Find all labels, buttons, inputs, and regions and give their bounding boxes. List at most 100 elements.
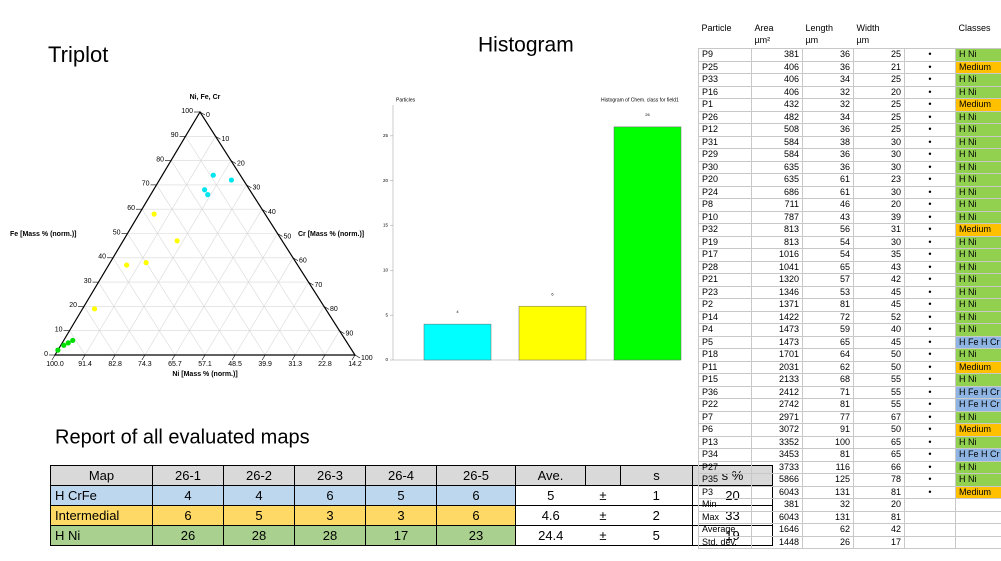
stat-value: 20	[853, 498, 905, 512]
bar	[518, 305, 587, 361]
particle-value: 71	[802, 385, 854, 399]
value-cell: 26	[152, 525, 224, 546]
marker: •	[904, 323, 956, 337]
grid-line	[264, 281, 309, 356]
bottom-tick-label: 65.7	[168, 361, 182, 368]
particle-value: 1016	[751, 248, 803, 262]
bottom-axis-label: Ni [Mass % (norm.)]	[172, 371, 237, 378]
particle-class: H Ni	[955, 210, 1001, 224]
particle-value: 1320	[751, 273, 803, 287]
particle-row: P19 813 54 30 • H Ni	[698, 235, 1001, 249]
particle-value: 25	[853, 73, 905, 87]
data-point	[65, 340, 71, 346]
particle-value: 21	[853, 60, 905, 74]
header-cell: s	[620, 465, 693, 486]
stat-value: 17	[853, 535, 905, 549]
particle-row: P36 2412 71 55 • H Fe H Cr	[698, 385, 1001, 399]
stat-name: Max	[698, 510, 752, 524]
particle-value: 482	[751, 110, 803, 124]
column-unit: µm²	[754, 35, 771, 45]
particle-name: P10	[698, 210, 752, 224]
particle-value: 36	[802, 48, 854, 62]
left-tick-label: 30	[84, 278, 92, 285]
particle-value: 55	[853, 373, 905, 387]
sd-cell: 1	[620, 485, 693, 506]
particle-value: 45	[853, 298, 905, 312]
marker: •	[904, 310, 956, 324]
particle-name: P28	[698, 260, 752, 274]
marker: •	[904, 398, 956, 412]
particle-value: 635	[751, 160, 803, 174]
data-point	[202, 187, 208, 193]
y-tick-label: 20	[383, 178, 389, 183]
column-unit: µm	[856, 35, 870, 45]
marker: •	[904, 60, 956, 74]
bottom-tick-label: 91.4	[78, 361, 92, 368]
particle-name: P26	[698, 110, 752, 124]
stats-row: Average 1646 62 42	[698, 523, 1001, 537]
particle-value: 54	[802, 235, 854, 249]
particle-row: P18 1701 64 50 • H Ni	[698, 348, 1001, 362]
particle-value: 1041	[751, 260, 803, 274]
tick-mark	[81, 354, 86, 361]
particle-value: 2031	[751, 360, 803, 374]
value-cell: 3	[294, 505, 366, 526]
particle-class: H Ni	[955, 198, 1001, 212]
tick-mark	[171, 354, 176, 361]
bottom-tick-label: 82.8	[108, 361, 122, 368]
particle-class: Medium	[955, 223, 1001, 237]
particle-name: P33	[698, 73, 752, 87]
particle-value: 91	[802, 423, 854, 437]
particle-class: H Ni	[955, 248, 1001, 262]
row-label: Intermedial	[50, 505, 153, 526]
particle-value: 30	[853, 160, 905, 174]
particle-value: 45	[853, 335, 905, 349]
particle-value: 787	[751, 210, 803, 224]
row-label: H CrFe	[50, 485, 153, 506]
particle-value: 3733	[751, 460, 803, 474]
right-tick-label: 100	[361, 355, 373, 362]
particle-row: P17 1016 54 35 • H Ni	[698, 248, 1001, 262]
y-tick-label: 25	[383, 133, 389, 138]
particle-value: 38	[802, 135, 854, 149]
grid-line	[141, 208, 236, 356]
triangle	[53, 110, 357, 356]
particle-row: P13 3352 100 65 • H Ni	[698, 435, 1001, 449]
empty-cell	[955, 510, 1001, 524]
particle-value: 31	[853, 223, 905, 237]
column-name: Area	[754, 23, 774, 33]
right-tick-label: 20	[237, 160, 245, 167]
particle-value: 81	[853, 485, 905, 499]
particle-row: P30 635 36 30 • H Ni	[698, 160, 1001, 174]
particle-value: 81	[802, 398, 854, 412]
stats-row: Min 381 32 20	[698, 498, 1001, 512]
particle-row: P10 787 43 39 • H Ni	[698, 210, 1001, 224]
tick-mark	[111, 354, 116, 361]
particle-name: P35	[698, 473, 752, 487]
particle-value: 61	[802, 173, 854, 187]
grid-line	[324, 330, 340, 356]
particle-value: 25	[853, 98, 905, 112]
particle-class: H Ni	[955, 460, 1001, 474]
particle-value: 40	[853, 323, 905, 337]
value-cell: 6	[152, 505, 224, 526]
header-cell: 26-1	[152, 465, 224, 486]
grid-line	[144, 184, 247, 356]
particle-class: H Ni	[955, 148, 1001, 162]
particle-value: 36	[802, 123, 854, 137]
particle-value: 3453	[751, 448, 803, 462]
left-tick-label: 50	[113, 229, 121, 236]
particle-class: H Ni	[955, 298, 1001, 312]
particle-value: 432	[751, 98, 803, 112]
particle-class: Medium	[955, 98, 1001, 112]
value-cell: 28	[294, 525, 366, 546]
particle-value: 711	[751, 198, 803, 212]
particle-class: H Ni	[955, 48, 1001, 62]
particle-value: 1473	[751, 323, 803, 337]
particle-row: P25 406 36 21 • Medium	[698, 60, 1001, 74]
report-title: Report of all evaluated maps	[55, 426, 310, 448]
column-name: Length	[805, 23, 834, 33]
charts: Triplot Histogram Report of all evaluate…	[10, 34, 682, 448]
tick-mark	[141, 354, 146, 361]
stat-value: 131	[802, 510, 854, 524]
